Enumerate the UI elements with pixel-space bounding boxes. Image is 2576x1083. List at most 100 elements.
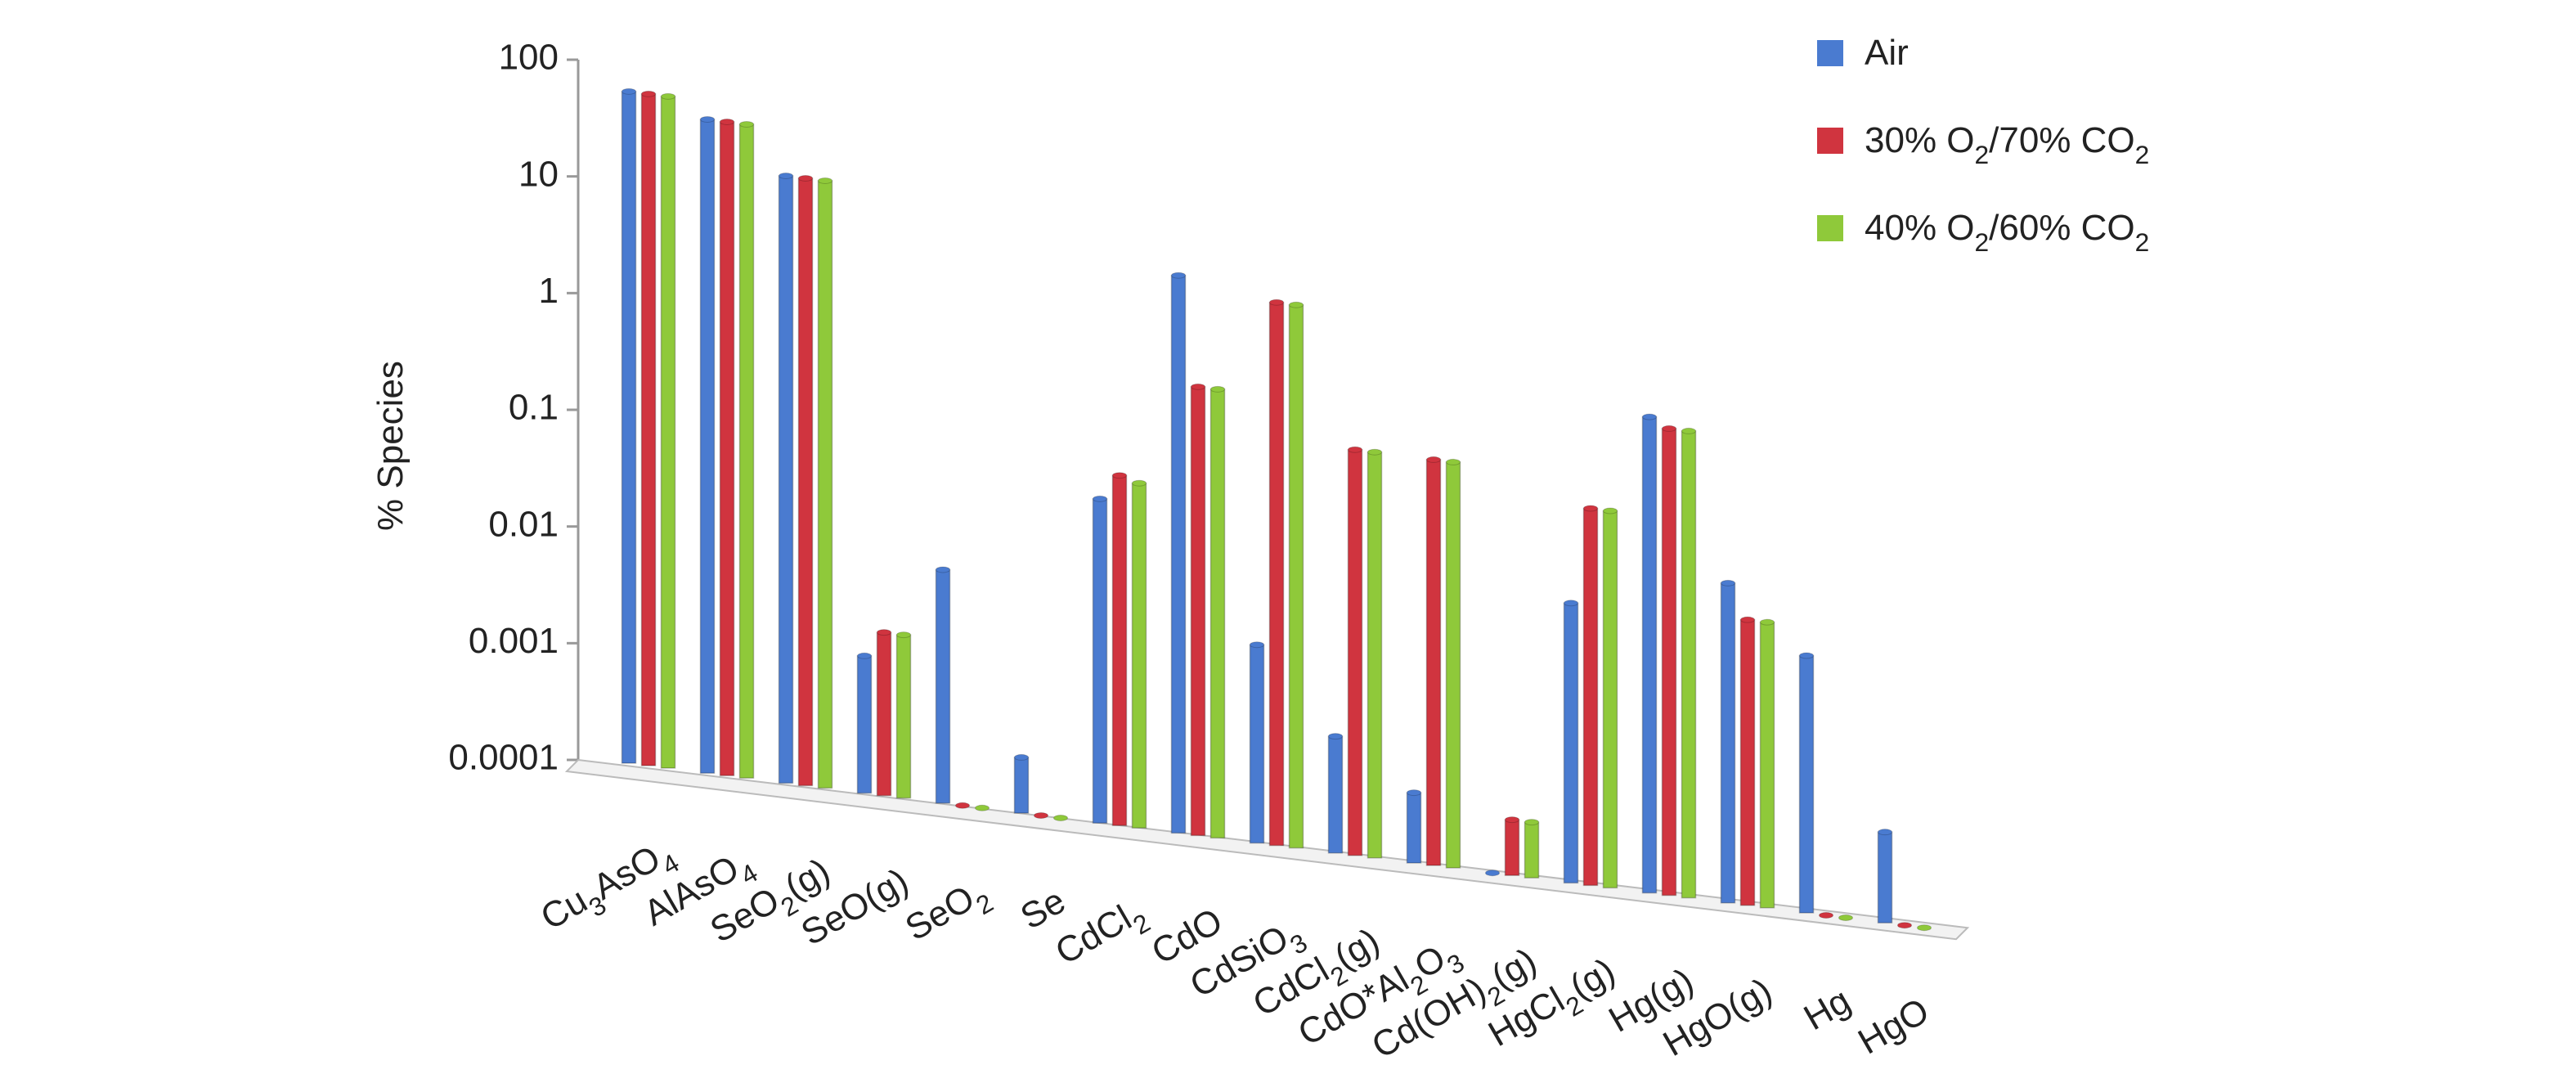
bar <box>1327 735 1344 854</box>
y-axis-label: % Species <box>370 361 411 531</box>
bar-cap <box>1407 789 1421 797</box>
bar-cap <box>1171 272 1186 279</box>
legend-label: 40% O2/60% CO2 <box>1865 208 2149 258</box>
bar <box>1720 582 1736 904</box>
bar-cap <box>975 804 990 811</box>
bar <box>778 175 794 784</box>
bar <box>1288 303 1304 849</box>
bar-cap <box>1191 383 1205 390</box>
y-tick-label: 0.01 <box>488 504 559 544</box>
bar-cap <box>661 92 675 100</box>
bar <box>1524 821 1540 879</box>
bar-cap <box>1014 753 1029 761</box>
floor <box>564 758 1970 941</box>
bar <box>1249 644 1265 844</box>
bar <box>856 655 873 794</box>
bar <box>660 96 676 769</box>
bar-cap <box>1838 914 1853 921</box>
bar-cap <box>1681 427 1696 434</box>
bar <box>1602 510 1618 889</box>
bar <box>1759 621 1775 909</box>
x-tick-label: Hg <box>1797 980 1857 1038</box>
bar-cap <box>1760 618 1775 626</box>
bar <box>817 180 833 789</box>
bar-cap <box>1289 301 1304 308</box>
bar-cap <box>1367 448 1382 456</box>
bar-cap <box>955 802 970 809</box>
bar-cap <box>1583 505 1598 512</box>
bar <box>797 178 814 787</box>
bar-cap <box>1662 425 1676 432</box>
bar-cap <box>1112 472 1127 479</box>
y-tick-label: 0.1 <box>509 388 559 428</box>
bar <box>935 568 951 804</box>
bar <box>1209 389 1226 839</box>
bar <box>1367 451 1383 859</box>
y-tick-label: 1 <box>539 271 559 311</box>
bar-cap <box>1917 924 1932 932</box>
bar-cap <box>1603 507 1618 515</box>
bar <box>1131 482 1147 829</box>
bar-cap <box>1034 812 1048 819</box>
bar <box>1268 301 1285 847</box>
bar-cap <box>1053 815 1068 821</box>
bar-cap <box>877 629 891 636</box>
bar-cap <box>622 88 636 95</box>
bar-cap <box>1524 819 1539 826</box>
bar-cap <box>857 652 872 659</box>
bar <box>640 93 657 766</box>
bar <box>1641 416 1658 894</box>
bar <box>1563 602 1579 884</box>
bar-cap <box>779 172 793 179</box>
bar-cap <box>818 177 832 184</box>
bar <box>1347 448 1363 856</box>
x-tick-label: HgO <box>1851 990 1936 1062</box>
bar <box>1504 819 1520 876</box>
bar <box>1739 618 1756 906</box>
bar <box>1170 274 1187 834</box>
bar-cap <box>1564 600 1578 607</box>
legend-swatch <box>1817 215 1843 241</box>
y-tick-label: 0.001 <box>469 621 559 661</box>
bar-cap <box>936 566 950 573</box>
bar-cap <box>1348 446 1362 453</box>
bar-cap <box>1721 579 1735 586</box>
bar-cap <box>1426 456 1441 463</box>
bar <box>1092 498 1108 824</box>
bar-cap <box>739 120 754 128</box>
bar-cap <box>1642 413 1657 420</box>
bar <box>699 119 716 774</box>
bar-cap <box>798 174 813 182</box>
bar <box>1445 461 1461 869</box>
bar <box>1582 507 1599 887</box>
bar <box>876 631 892 797</box>
bar-cap <box>1485 870 1500 877</box>
bar-cap <box>1269 299 1284 306</box>
legend-swatch <box>1817 128 1843 154</box>
bar-cap <box>700 115 715 123</box>
bar-cap <box>1132 479 1147 487</box>
x-tick-label: SeO2 <box>899 870 999 956</box>
bar <box>1877 831 1893 923</box>
y-tick-label: 10 <box>518 154 559 194</box>
bar-cap <box>1878 829 1892 836</box>
legend-label: Air <box>1865 33 1909 73</box>
bar <box>1013 757 1030 814</box>
bar-cap <box>1250 641 1264 649</box>
bar-cap <box>1505 816 1519 824</box>
y-tick-label: 0.0001 <box>448 738 559 778</box>
bar <box>719 121 735 776</box>
legend-swatch <box>1817 40 1843 66</box>
y-tick-label: 100 <box>499 38 559 78</box>
bar-cap <box>1740 616 1755 623</box>
bar <box>1661 428 1677 897</box>
bar-cap <box>1093 495 1107 502</box>
bar-cap <box>1897 922 1912 929</box>
bar-cap <box>720 118 734 125</box>
bar <box>621 91 637 764</box>
bar-cap <box>641 90 656 97</box>
bar <box>738 124 755 779</box>
bar <box>1190 386 1206 837</box>
bar-cap <box>1446 458 1461 465</box>
